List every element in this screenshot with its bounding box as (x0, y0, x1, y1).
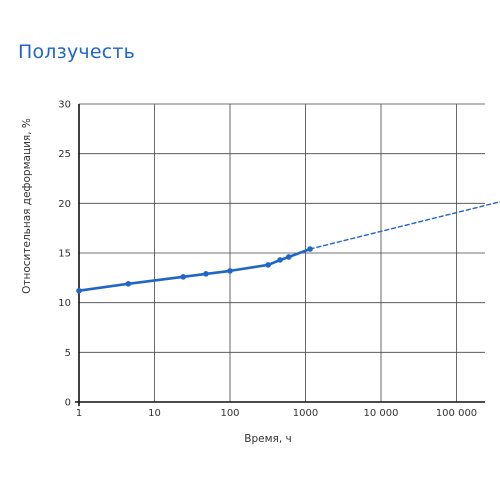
y-tick-label: 15 (58, 249, 71, 260)
tick-labels: 0 5 10 15 20 25 30 1 10 100 1000 10 000 100 000 (58, 100, 477, 420)
x-tick-label: 100 (220, 408, 239, 419)
data-point (277, 257, 283, 263)
data-point (285, 254, 292, 260)
axes (75, 104, 485, 406)
y-tick-label: 30 (58, 100, 71, 111)
y-tick-label: 20 (58, 199, 71, 210)
x-tick-label: 1 (76, 408, 82, 419)
y-axis-label: Относительная деформация, % (21, 118, 33, 294)
x-tick-label: 10 (148, 408, 161, 419)
series-layer (76, 201, 500, 294)
data-point (125, 280, 132, 287)
x-tick-label: 100 000 (436, 408, 477, 419)
x-axis-label: Время, ч (244, 433, 291, 445)
data-point (180, 274, 187, 280)
x-tick-label: 10 000 (364, 408, 399, 419)
series-line-measured (77, 247, 312, 293)
data-point (265, 262, 271, 268)
data-point (76, 287, 82, 294)
x-tick-label: 1000 (293, 408, 318, 419)
y-tick-label: 10 (58, 298, 71, 309)
chart-title: Ползучесть (18, 41, 136, 63)
grid-lines (79, 103, 485, 402)
y-tick-label: 0 (65, 398, 71, 409)
series-line-extrapolated (309, 201, 500, 250)
data-point (227, 268, 233, 274)
y-tick-label: 5 (65, 348, 71, 359)
y-tick-label: 25 (58, 149, 71, 160)
data-point (203, 271, 209, 277)
